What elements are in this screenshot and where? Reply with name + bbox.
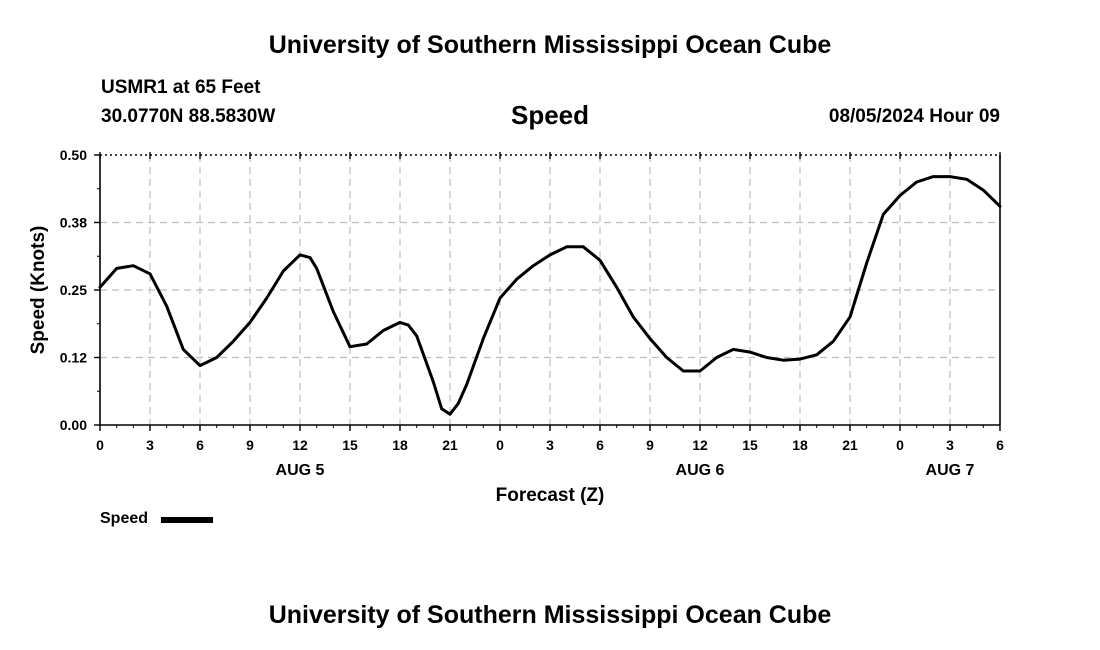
day-label: AUG 5 [276,462,325,479]
x-tick-label: 9 [646,437,654,453]
station-label: USMR1 at 65 Feet [101,77,261,98]
x-tick-label: 6 [996,437,1004,453]
x-tick-label: 18 [392,437,408,453]
x-axis-title: Forecast (Z) [496,485,605,506]
day-label: AUG 7 [926,462,975,479]
y-tick-label: 0.38 [60,215,87,231]
timestamp-label: 08/05/2024 Hour 09 [828,106,1000,127]
plot-title: Speed [510,100,590,130]
x-tick-label: 0 [496,437,504,453]
legend-swatch [161,517,213,523]
y-tick-label: 0.12 [60,350,87,366]
x-tick-label: 15 [342,437,358,453]
y-tick-label: 0.25 [60,282,87,298]
y-tick-label: 0.50 [60,147,87,163]
x-tick-label: 6 [596,437,604,453]
x-tick-label: 9 [246,437,254,453]
legend-label: Speed [100,510,149,527]
y-axis-title: Speed (Knots) [28,226,49,355]
day-label: AUG 6 [676,462,725,479]
main-title: University of Southern Mississippi Ocean… [268,31,832,59]
x-tick-label: 0 [896,437,904,453]
x-tick-label: 3 [546,437,554,453]
x-tick-label: 3 [946,437,954,453]
coordinates-label: 30.0770N 88.5830W [101,106,276,127]
speed-series-line [98,175,1002,416]
x-tick-label: 6 [196,437,204,453]
y-tick-label: 0.00 [60,417,87,433]
x-tick-label: 0 [96,437,104,453]
x-tick-label: 21 [842,437,858,453]
x-tick-label: 18 [792,437,808,453]
x-tick-label: 15 [742,437,758,453]
x-tick-label: 12 [292,437,308,453]
footer-title: University of Southern Mississippi Ocean… [268,601,832,629]
speed-chart: 0.00 0.12 0.25 0.38 0.50 0 3 6 9 12 15 18 21 0 3 6 9 12 15… [28,147,1004,506]
x-tick-label: 3 [146,437,154,453]
x-tick-label: 12 [692,437,708,453]
x-tick-label: 21 [442,437,458,453]
